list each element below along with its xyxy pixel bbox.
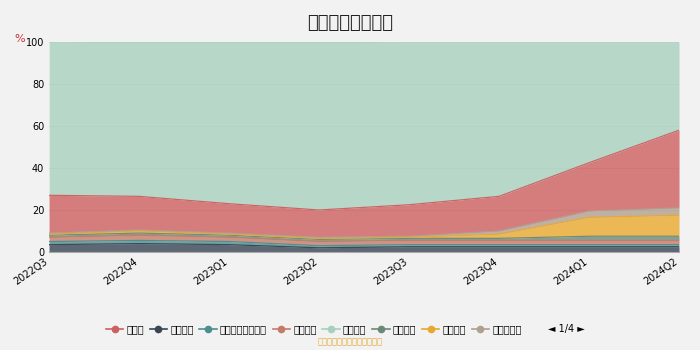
Text: 前十大重仓股变化: 前十大重仓股变化 [307,14,393,32]
Legend: 左江道, 容知日新, 中国南方航空股份, 电科网安, 紫金矿业, 山金国际, 兴业银锡, 中国有色矿, ◄ 1/4 ►: 左江道, 容知日新, 中国南方航空股份, 电科网安, 紫金矿业, 山金国际, 兴… [106,324,584,334]
Text: %: % [15,34,25,44]
Text: 制图数据来自恒生聚源数据库: 制图数据来自恒生聚源数据库 [318,338,382,347]
